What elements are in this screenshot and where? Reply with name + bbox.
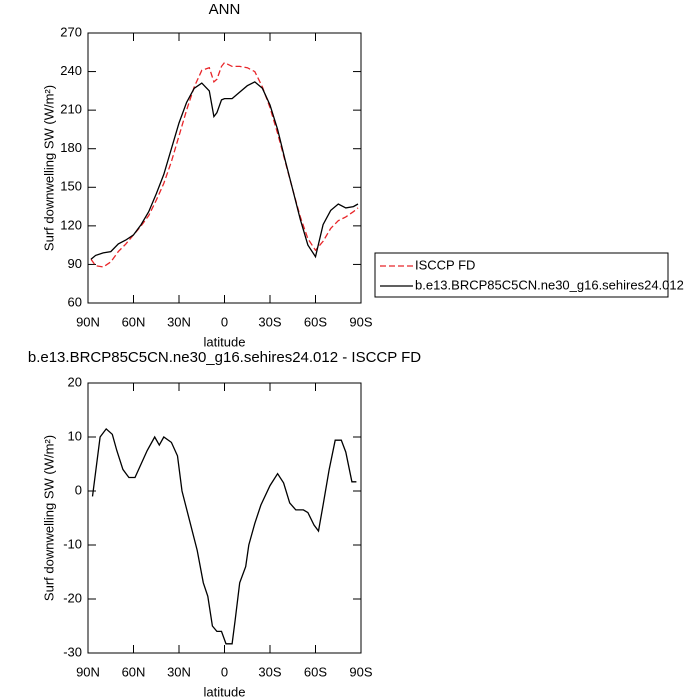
y-tick-label: -20 — [63, 590, 82, 605]
y-tick-label: 10 — [68, 428, 82, 443]
legend-box — [374, 252, 669, 298]
x-tick-label: 30S — [258, 664, 281, 679]
y-tick-label: 180 — [60, 140, 82, 155]
y-tick-label: 270 — [60, 24, 82, 39]
x-tick-label: 30N — [167, 664, 191, 679]
y-tick-label: 240 — [60, 63, 82, 78]
chart-title: ANN — [209, 1, 241, 18]
data-line — [91, 427, 357, 645]
y-tick-label: 120 — [60, 217, 82, 232]
x-tick-label: 90N — [76, 314, 100, 329]
y-tick-label: -10 — [63, 536, 82, 551]
y-tick-label: 90 — [68, 256, 82, 271]
y-axis-label: Surf downwelling SW (W/m²) — [41, 85, 56, 251]
legend-label: b.e13.BRCP85C5CN.ne30_g16.sehires24.012 — [415, 277, 684, 292]
y-tick-label: 150 — [60, 179, 82, 194]
x-tick-label: 90S — [349, 314, 372, 329]
legend: ISCCP FD b.e13.BRCP85C5CN.ne30_g16.sehire… — [374, 252, 684, 298]
legend-label: ISCCP FD — [415, 257, 475, 272]
chart-title: b.e13.BRCP85C5CN.ne30_g16.sehires24.012 … — [28, 349, 421, 366]
x-axis-label: latitude — [204, 684, 246, 699]
y-tick-label: -30 — [63, 644, 82, 659]
x-tick-label: 0 — [221, 664, 228, 679]
data-line — [90, 81, 359, 260]
y-tick-label: 60 — [68, 294, 82, 309]
x-axis-label: latitude — [204, 334, 246, 349]
x-tick-label: 90S — [349, 664, 372, 679]
y-axis-label: Surf downwelling SW (W/m²) — [41, 435, 56, 601]
x-tick-label: 30S — [258, 314, 281, 329]
x-tick-label: 90N — [76, 664, 100, 679]
y-tick-label: 0 — [75, 482, 82, 497]
x-tick-label: 60S — [304, 314, 327, 329]
x-tick-label: 60N — [122, 664, 146, 679]
y-tick-label: 210 — [60, 102, 82, 117]
x-tick-label: 30N — [167, 314, 191, 329]
y-tick-label: 20 — [68, 374, 82, 389]
plot-frame — [87, 32, 362, 304]
plot-frame — [87, 382, 362, 654]
x-tick-label: 0 — [221, 314, 228, 329]
x-tick-label: 60N — [122, 314, 146, 329]
x-tick-label: 60S — [304, 664, 327, 679]
